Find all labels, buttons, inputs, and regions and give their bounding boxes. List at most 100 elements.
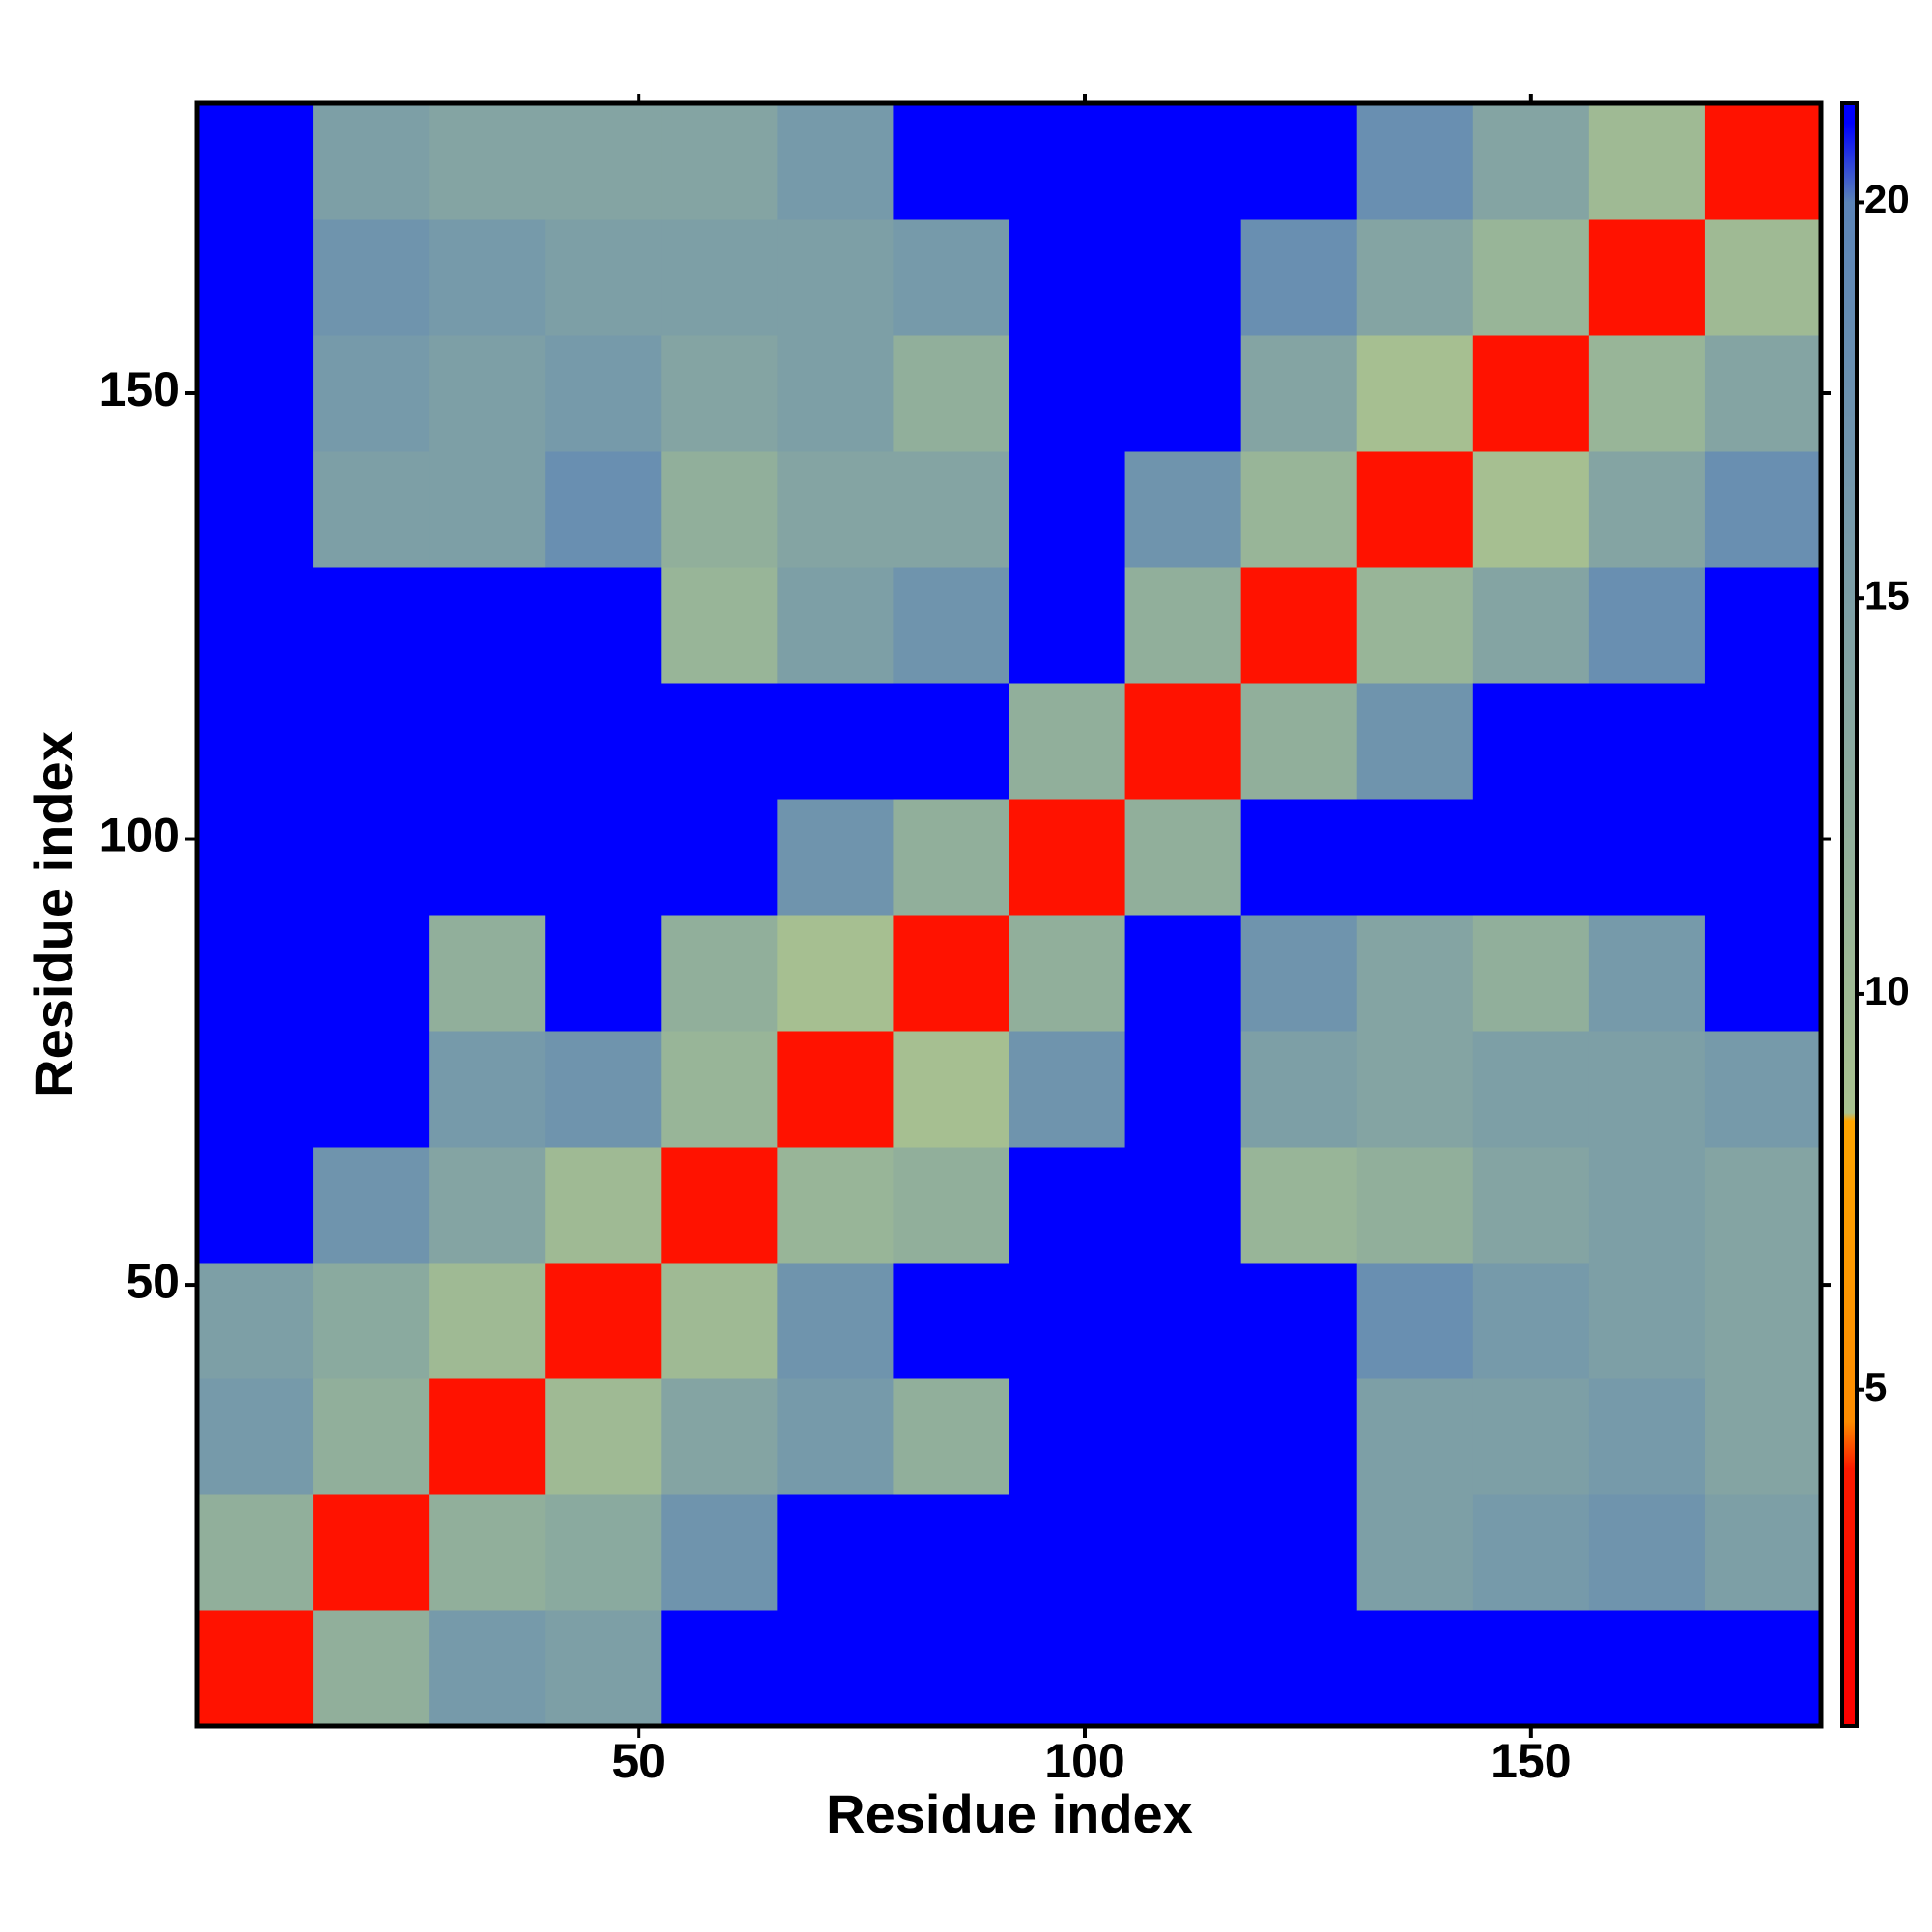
cell bbox=[197, 915, 314, 1032]
cell bbox=[545, 1610, 662, 1727]
cell bbox=[893, 567, 1009, 684]
cell bbox=[661, 103, 778, 220]
cell bbox=[1240, 103, 1358, 220]
cell bbox=[1009, 567, 1126, 684]
cell bbox=[777, 683, 894, 800]
cell bbox=[545, 103, 662, 220]
cell bbox=[1472, 799, 1590, 916]
cell bbox=[1009, 103, 1126, 220]
cell bbox=[429, 683, 546, 800]
cell bbox=[429, 451, 546, 568]
cell bbox=[313, 915, 430, 1032]
cell bbox=[893, 103, 1009, 220]
cell bbox=[1240, 451, 1358, 568]
cell bbox=[777, 915, 894, 1032]
y-tick-label: 150 bbox=[99, 362, 180, 416]
cell bbox=[1009, 1147, 1126, 1264]
cell bbox=[429, 1031, 546, 1148]
cell bbox=[545, 1031, 662, 1148]
cell bbox=[1240, 1147, 1358, 1264]
cell bbox=[1009, 1494, 1126, 1611]
cell bbox=[1124, 799, 1242, 916]
cell bbox=[1704, 1031, 1822, 1148]
x-tick-label: 100 bbox=[1044, 1734, 1124, 1788]
colorbar-tick-label: 20 bbox=[1864, 177, 1910, 222]
cell bbox=[313, 219, 430, 336]
cell bbox=[1240, 1031, 1358, 1148]
cell bbox=[777, 799, 894, 916]
cell bbox=[777, 451, 894, 568]
cell bbox=[893, 1494, 1009, 1611]
cell bbox=[661, 1610, 778, 1727]
cell bbox=[545, 567, 662, 684]
cell bbox=[1704, 567, 1822, 684]
cell bbox=[1472, 1147, 1590, 1264]
cell bbox=[1124, 1610, 1242, 1727]
cell bbox=[661, 915, 778, 1032]
cell bbox=[1704, 799, 1822, 916]
cell bbox=[1124, 219, 1242, 336]
cell bbox=[197, 1263, 314, 1379]
cell bbox=[777, 1031, 894, 1148]
cell bbox=[1704, 451, 1822, 568]
colorbar-tick-label: 10 bbox=[1864, 968, 1910, 1013]
cell bbox=[1356, 219, 1474, 336]
cell bbox=[1124, 683, 1242, 800]
cell bbox=[661, 451, 778, 568]
cell bbox=[429, 1610, 546, 1727]
cell bbox=[1704, 1147, 1822, 1264]
cell bbox=[1472, 219, 1590, 336]
cell bbox=[1588, 683, 1706, 800]
cell bbox=[1356, 1378, 1474, 1495]
cell bbox=[1240, 567, 1358, 684]
cell bbox=[1009, 219, 1126, 336]
cell bbox=[1240, 1610, 1358, 1727]
cell bbox=[197, 1610, 314, 1727]
x-tick-label: 50 bbox=[611, 1734, 666, 1788]
cell bbox=[313, 103, 430, 220]
cell bbox=[1356, 683, 1474, 800]
cell bbox=[313, 1610, 430, 1727]
cell bbox=[661, 799, 778, 916]
cell bbox=[1588, 219, 1706, 336]
cell bbox=[661, 1031, 778, 1148]
cell bbox=[661, 1494, 778, 1611]
cell bbox=[1124, 915, 1242, 1032]
cell bbox=[893, 683, 1009, 800]
cell bbox=[1588, 1147, 1706, 1264]
cell bbox=[1009, 1263, 1126, 1379]
cell bbox=[893, 1378, 1009, 1495]
cell bbox=[893, 1263, 1009, 1379]
cell bbox=[1472, 103, 1590, 220]
cell bbox=[893, 1147, 1009, 1264]
cell bbox=[545, 799, 662, 916]
cell bbox=[1356, 103, 1474, 220]
cell bbox=[893, 219, 1009, 336]
cell bbox=[661, 1147, 778, 1264]
y-tick-label: 100 bbox=[99, 809, 180, 863]
cell bbox=[893, 1031, 1009, 1148]
cell bbox=[313, 335, 430, 452]
cell bbox=[197, 567, 314, 684]
cell bbox=[545, 1494, 662, 1611]
colorbar-tick-label: 15 bbox=[1864, 572, 1910, 617]
cell bbox=[1240, 799, 1358, 916]
cell bbox=[893, 335, 1009, 452]
cell bbox=[1240, 1378, 1358, 1495]
cell bbox=[1704, 1263, 1822, 1379]
cell bbox=[545, 451, 662, 568]
cell bbox=[1240, 683, 1358, 800]
cell bbox=[1588, 1031, 1706, 1148]
cell bbox=[1588, 103, 1706, 220]
cell bbox=[1009, 335, 1126, 452]
cell bbox=[777, 103, 894, 220]
cell bbox=[1009, 451, 1126, 568]
cell bbox=[1124, 335, 1242, 452]
cell bbox=[1124, 1378, 1242, 1495]
cell bbox=[1588, 335, 1706, 452]
cell bbox=[313, 1031, 430, 1148]
cell bbox=[1240, 335, 1358, 452]
cell bbox=[1240, 1263, 1358, 1379]
cell bbox=[545, 219, 662, 336]
